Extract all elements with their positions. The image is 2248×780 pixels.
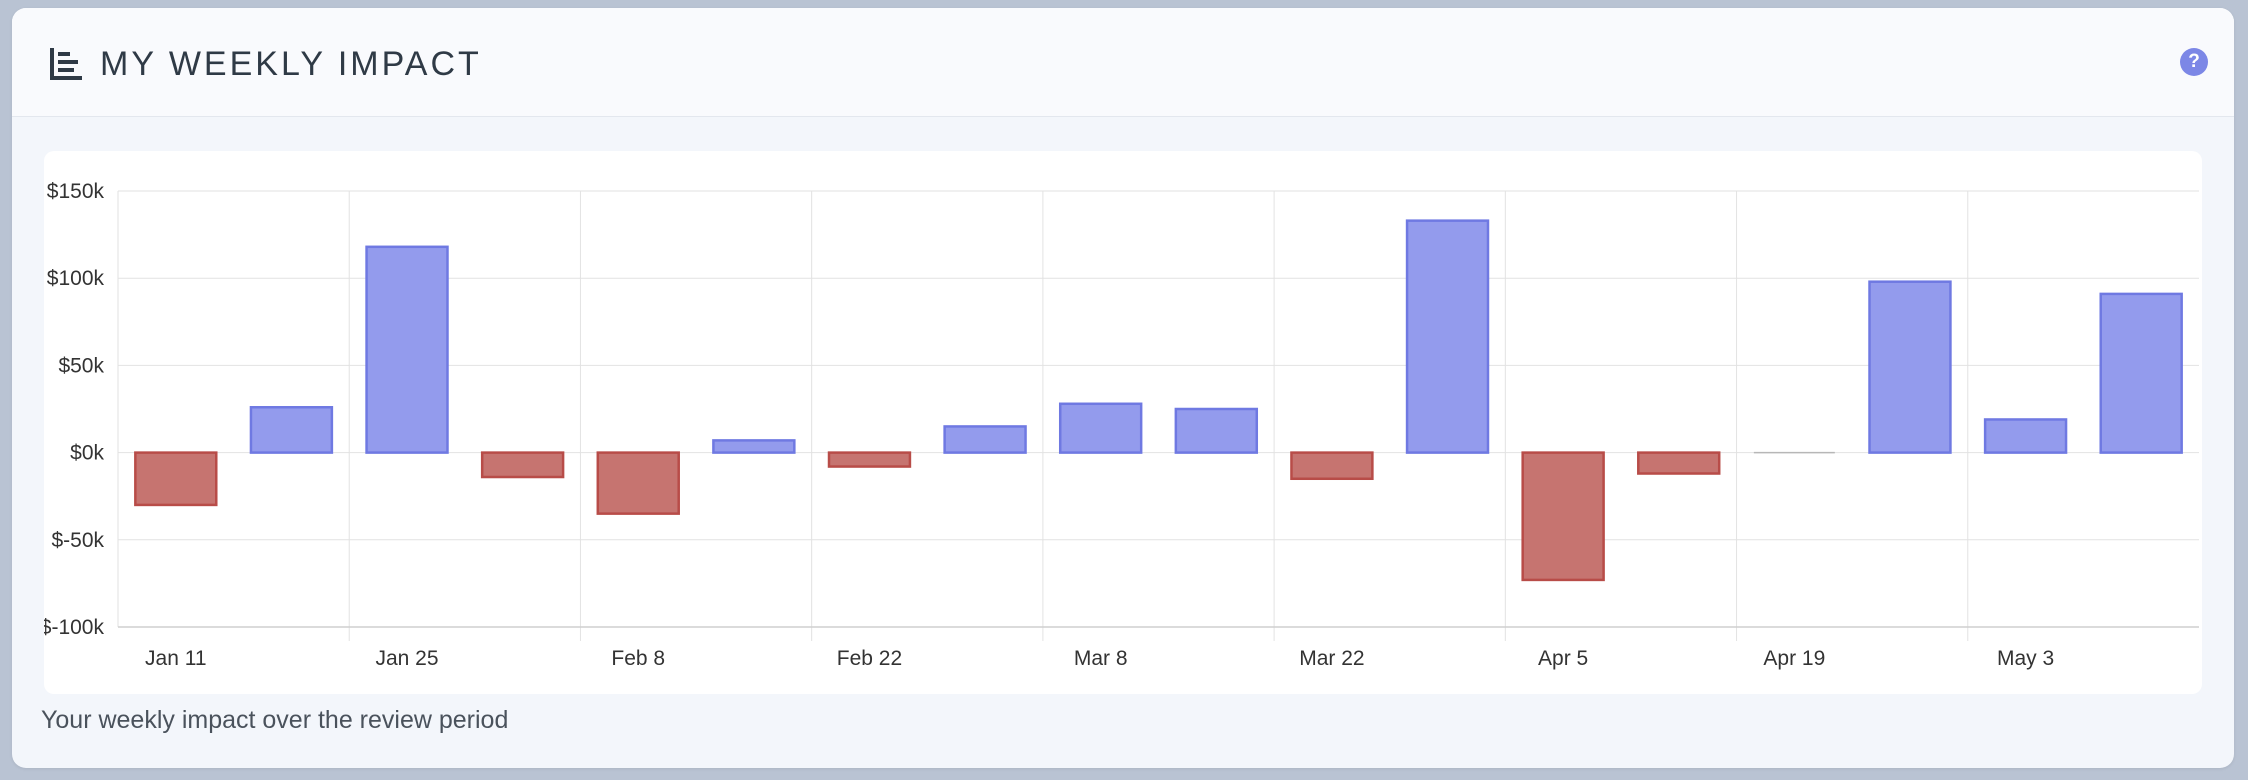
bar-negative bbox=[134, 451, 218, 507]
bar-negative bbox=[596, 451, 680, 515]
x-tick-label: Apr 5 bbox=[1538, 647, 1588, 670]
y-tick-label: $50k bbox=[58, 354, 104, 377]
bar-positive bbox=[712, 439, 796, 454]
bar-positive bbox=[249, 406, 334, 454]
bar-positive bbox=[1868, 280, 1952, 454]
x-tick-label: Apr 19 bbox=[1763, 647, 1825, 670]
x-tick-label: Mar 22 bbox=[1299, 647, 1364, 670]
bar-chart-icon bbox=[50, 48, 82, 80]
bar-positive bbox=[1405, 219, 1490, 454]
y-tick-label: $0k bbox=[70, 442, 104, 465]
bar-positive bbox=[1174, 407, 1259, 454]
x-tick-label: May 3 bbox=[1997, 647, 2054, 670]
x-tick-label: Mar 8 bbox=[1074, 647, 1128, 670]
x-tick-label: Jan 11 bbox=[145, 647, 207, 670]
weekly-impact-card: MY WEEKLY IMPACT ? $150k $100k $50k $0k $-50… bbox=[12, 8, 2234, 768]
help-icon[interactable]: ? bbox=[2180, 48, 2208, 76]
y-tick-label: $150k bbox=[47, 180, 105, 203]
bar-positive bbox=[1058, 402, 1143, 454]
card-title: MY WEEKLY IMPACT bbox=[100, 45, 482, 83]
bar-negative bbox=[1521, 451, 1605, 582]
chart-panel: $150k $100k $50k $0k $-50k $-100k Jan 11 Jan 25… bbox=[44, 151, 2202, 694]
card-header: MY WEEKLY IMPACT ? bbox=[12, 8, 2234, 117]
bar-positive bbox=[1983, 418, 2068, 454]
chart-caption: Your weekly impact over the review perio… bbox=[41, 706, 509, 734]
bar-positive bbox=[2099, 292, 2183, 454]
bar-negative bbox=[1637, 451, 1721, 475]
bar-negative bbox=[480, 451, 565, 479]
y-tick-label: $-100k bbox=[44, 616, 104, 639]
x-tick-label: Feb 22 bbox=[837, 647, 902, 670]
bar-positive bbox=[365, 245, 449, 454]
x-tick-label: Jan 25 bbox=[375, 647, 438, 670]
bar-positive bbox=[943, 425, 1027, 454]
y-tick-label: $-50k bbox=[51, 529, 104, 552]
weekly-impact-chart: $150k $100k $50k $0k $-50k $-100k Jan 11 Jan 25… bbox=[44, 180, 2199, 670]
bar-negative bbox=[827, 451, 912, 468]
y-tick-label: $100k bbox=[47, 267, 105, 290]
x-tick-label: Feb 8 bbox=[611, 647, 665, 670]
bar-negative bbox=[1290, 451, 1374, 481]
